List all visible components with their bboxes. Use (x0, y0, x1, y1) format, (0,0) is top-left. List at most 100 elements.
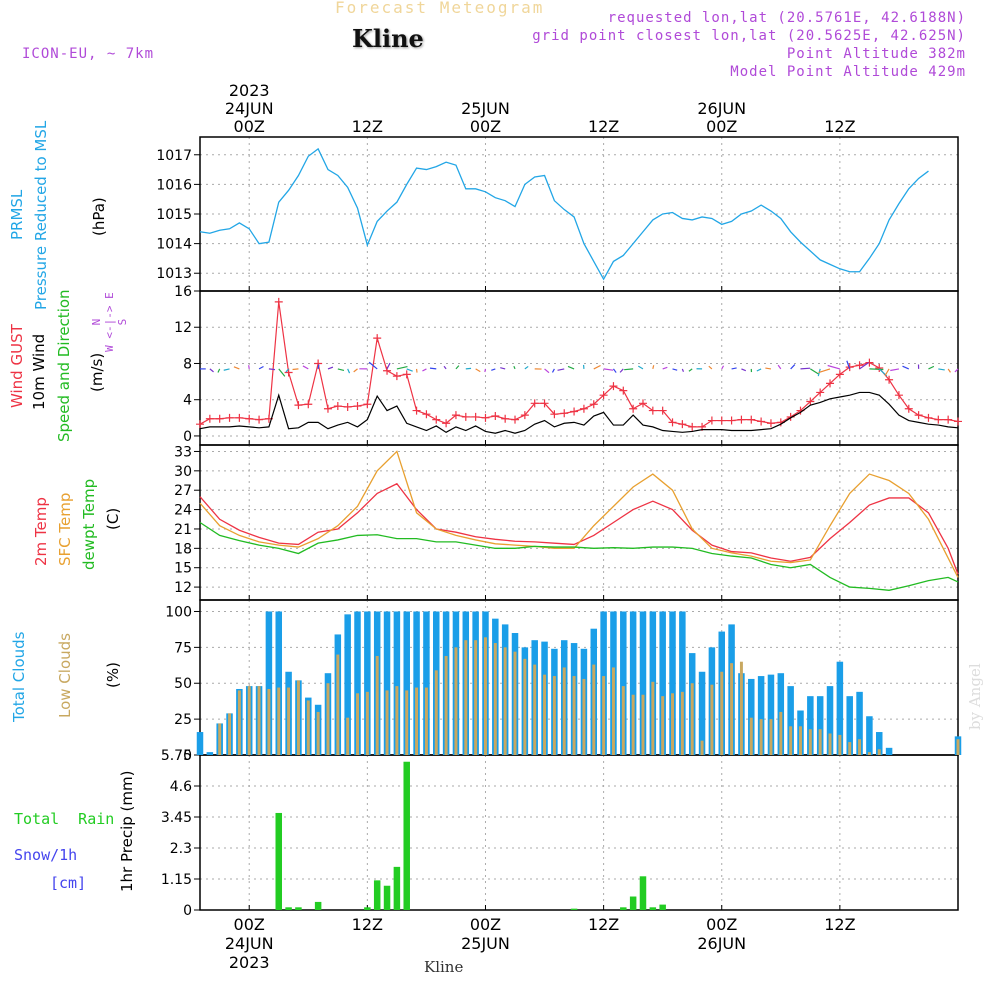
gust-marker (461, 412, 470, 421)
wind-arrow (938, 368, 945, 371)
wind-arrow (491, 368, 496, 371)
gust-marker (629, 404, 638, 413)
gust-marker (235, 413, 244, 422)
gust-marker (894, 391, 903, 400)
gust-marker (826, 379, 835, 388)
time-label-bottom: 00Z (470, 915, 501, 934)
wind-arrow (209, 368, 214, 373)
gust-marker (835, 370, 844, 379)
gust-marker (648, 406, 657, 415)
low-cloud-bar (395, 686, 399, 755)
gust-marker (875, 364, 884, 372)
gust-marker (333, 402, 342, 411)
gust-marker (865, 358, 874, 367)
compass-rose: N W <-|-> E S (90, 292, 129, 352)
gust-marker (274, 297, 283, 306)
low-cloud-bar (454, 647, 458, 755)
p2-label-gust: Wind GUST (8, 324, 26, 408)
total-cloud-bar (521, 647, 529, 755)
wind-arrow (484, 368, 487, 373)
ytick-label: 8 (183, 356, 192, 372)
gust-marker (363, 400, 372, 409)
low-cloud-bar (346, 717, 350, 755)
p3-label-t2m: 2m Temp (32, 497, 50, 566)
gust-marker (806, 397, 815, 406)
total-cloud-bar (875, 732, 883, 755)
wind-arrow (475, 368, 481, 373)
wind-arrow (619, 368, 624, 373)
gust-marker (619, 386, 628, 395)
wind-arrow (777, 364, 782, 370)
low-cloud-bar (877, 749, 881, 755)
wind-arrow (603, 368, 614, 371)
total-cloud-bar (305, 697, 312, 755)
low-cloud-bar (611, 667, 615, 755)
wind-arrow (818, 368, 831, 374)
ytick-label: 0 (183, 748, 192, 764)
wind-arrow (551, 368, 555, 373)
total-cloud-bar (698, 671, 706, 755)
wind-arrow (947, 368, 951, 373)
rain-bar (275, 812, 283, 910)
low-cloud-bar (828, 733, 832, 755)
p1-label-pressure: Pressure Reduced to MSL (32, 120, 50, 310)
total-cloud-bar (373, 611, 381, 755)
gust-marker (757, 417, 766, 426)
gust-marker (845, 363, 854, 372)
ytick-label: 1014 (156, 237, 192, 253)
time-label-bottom: 12Z (352, 915, 383, 934)
low-cloud-bar (385, 690, 389, 755)
p5-label-snow: Snow/1h (14, 846, 78, 864)
gust-marker (717, 416, 726, 425)
ytick-label: 2.3 (170, 841, 192, 857)
panel-frame (199, 136, 959, 292)
wind-arrow (800, 367, 811, 370)
gust-marker (294, 401, 303, 410)
total-cloud-bar (570, 643, 578, 755)
rain-bar (570, 908, 578, 910)
low-cloud-bar (848, 742, 852, 755)
ytick-label: 16 (174, 284, 192, 300)
total-cloud-bar (757, 676, 765, 755)
low-cloud-bar (218, 723, 222, 755)
low-cloud-bar (759, 719, 763, 755)
wind-arrow (386, 362, 391, 370)
ytick-label: 1016 (156, 177, 192, 193)
low-cloud-bar (503, 647, 507, 755)
gust-marker (481, 413, 490, 422)
ytick-label: 1017 (156, 148, 192, 164)
requested-coords: requested lon,lat (20.5761E, 42.6188N) (607, 10, 966, 26)
low-cloud-bar (572, 676, 576, 755)
time-label-top: 26JUN (697, 99, 746, 118)
wind-arrow (593, 364, 601, 370)
wind-line (199, 391, 959, 434)
total-cloud-bar (580, 648, 588, 755)
wind-arrow (902, 365, 910, 370)
wind-arrow (954, 368, 959, 373)
gust-marker (944, 415, 953, 424)
low-cloud-bar (306, 700, 310, 755)
low-cloud-bar (277, 687, 281, 755)
panel-3: 12 15 18 21 24 27 30 33 (174, 444, 959, 601)
time-label-top: 24JUN (225, 99, 274, 118)
total-cloud-bar (797, 710, 804, 755)
gust-marker (540, 399, 549, 408)
gust-marker (570, 407, 579, 416)
total-cloud-bar (472, 611, 479, 755)
total-cloud-bar (354, 611, 361, 755)
low-cloud-bar (592, 664, 596, 755)
total-cloud-bar (777, 673, 785, 755)
gust-marker (816, 388, 825, 397)
gust-marker (491, 412, 500, 421)
low-cloud-bar (336, 654, 340, 755)
total-cloud-bar (206, 752, 214, 755)
total-cloud-bar (629, 611, 637, 755)
total-cloud-bar (649, 611, 657, 755)
total-cloud-bar (501, 624, 509, 755)
rain-bar (403, 761, 410, 910)
gust-marker (215, 414, 224, 423)
wind-arrow (327, 366, 334, 370)
low-cloud-bar (287, 687, 291, 755)
gust-marker (373, 334, 382, 343)
gust-marker (264, 414, 273, 423)
